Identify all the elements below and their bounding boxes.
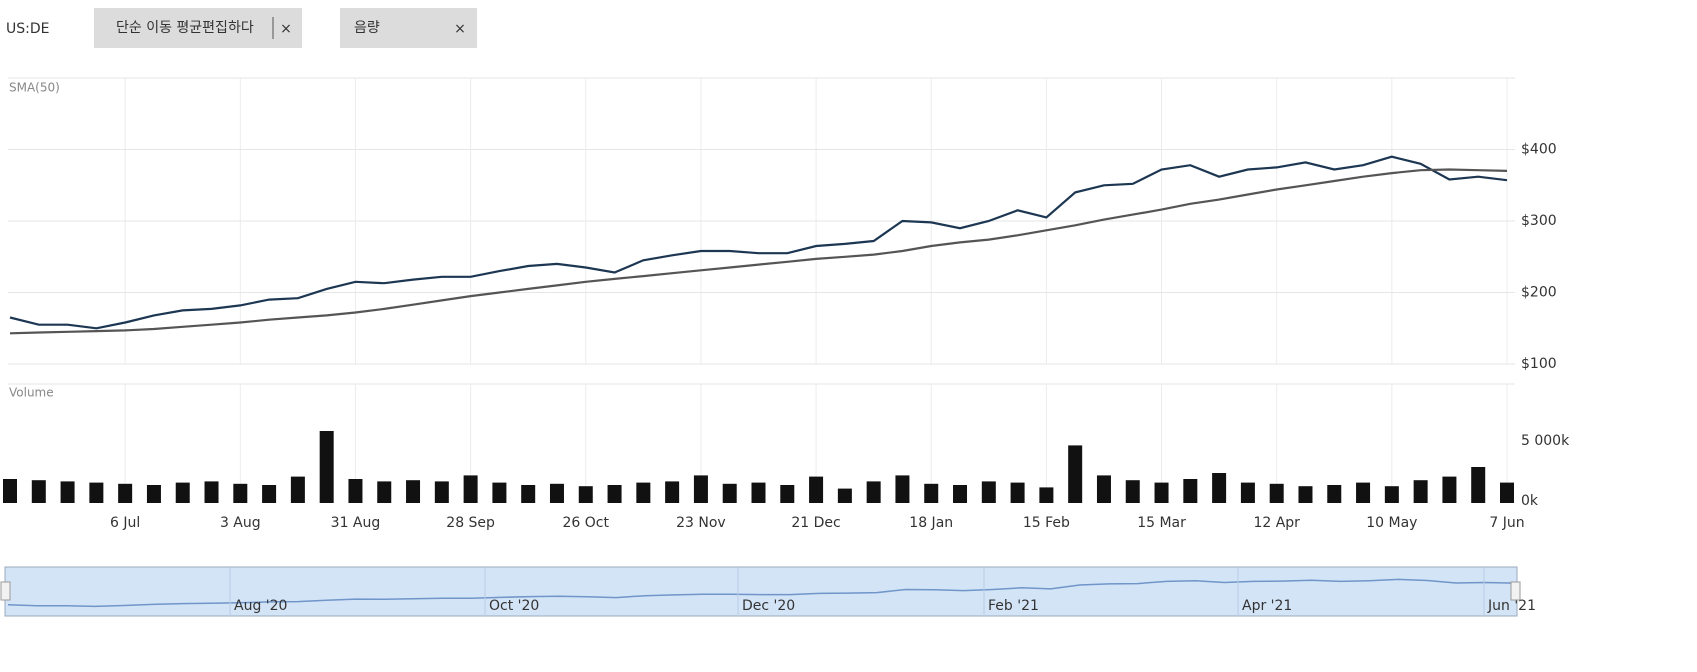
x-tick-label: 26 Oct (563, 515, 610, 531)
x-tick-label: 7 Jun (1489, 515, 1524, 531)
volume-bar (3, 479, 17, 503)
volume-bar (521, 485, 536, 503)
chip[interactable] (94, 8, 302, 48)
x-tick-label: 21 Dec (791, 515, 840, 531)
volume-bar (981, 481, 996, 503)
volume-bar (434, 481, 449, 503)
x-tick-label: 15 Feb (1023, 515, 1070, 531)
volume-bar (924, 483, 939, 503)
volume-bar (290, 476, 305, 503)
volume-bar (578, 486, 593, 503)
navigator-label: Oct '20 (489, 598, 539, 614)
volume-bar (636, 482, 651, 503)
volume-bar (1183, 479, 1198, 503)
y-tick-label: 5 000k (1521, 433, 1570, 449)
volume-bar (1269, 483, 1284, 503)
volume-bar (1500, 482, 1514, 503)
x-tick-label: 6 Jul (110, 515, 140, 531)
y-tick-label: $400 (1521, 142, 1557, 158)
chip-close[interactable]: × (280, 21, 292, 37)
volume-bar (607, 485, 622, 503)
volume-bar (1125, 480, 1140, 503)
volume-bar (1298, 486, 1313, 503)
price-line (9, 155, 1508, 330)
volume-bar (1010, 482, 1025, 503)
volume-bar (895, 475, 910, 503)
sma-line (9, 168, 1508, 335)
chip-label[interactable]: 음량 (354, 20, 380, 36)
navigator-handle[interactable] (1510, 581, 1521, 601)
volume-bar (118, 483, 133, 503)
volume-bar (89, 482, 104, 503)
volume-bar (31, 480, 46, 503)
volume-bar (1068, 445, 1083, 503)
volume-bar (1212, 473, 1227, 503)
volume-bar (693, 475, 708, 503)
volume-bar (866, 481, 881, 503)
volume-bar (463, 475, 478, 503)
navigator-line (7, 578, 1515, 608)
x-tick-label: 3 Aug (220, 515, 261, 531)
volume-bar (175, 482, 190, 503)
volume-bar (1327, 485, 1342, 503)
volume-bar (1442, 476, 1457, 503)
x-tick-label: 23 Nov (676, 515, 726, 531)
x-tick-label: 12 Apr (1253, 515, 1300, 531)
volume-bar (1240, 482, 1255, 503)
volume-bar (406, 480, 421, 503)
x-tick-label: 18 Jan (909, 515, 953, 531)
volume-bar (1356, 482, 1371, 503)
volume-bar (492, 482, 507, 503)
volume-bar (1471, 467, 1486, 503)
panel-title: Volume (9, 386, 54, 400)
volume-bar (1154, 482, 1169, 503)
volume-bar (146, 485, 161, 503)
volume-bar (348, 479, 363, 503)
x-tick-label: 15 Mar (1137, 515, 1186, 531)
volume-bar (722, 483, 737, 503)
volume-bar (1039, 487, 1054, 503)
volume-bar (751, 482, 766, 503)
volume-bar (780, 485, 795, 503)
navigator-label: Jun '21 (1487, 598, 1536, 614)
y-tick-label: $100 (1521, 356, 1557, 372)
volume-bar (262, 485, 277, 503)
volume-bar (809, 476, 824, 503)
series-label: SMA(50) (9, 81, 60, 95)
chip-label[interactable]: 단순 이동 평균편집하다 (116, 20, 254, 36)
x-tick-label: 28 Sep (446, 515, 495, 531)
navigator-handle[interactable] (0, 581, 11, 601)
volume-bar (953, 485, 968, 503)
volume-bar (1413, 480, 1428, 503)
volume-bar (1096, 475, 1111, 503)
volume-bar (60, 481, 75, 503)
navigator-label: Apr '21 (1242, 598, 1292, 614)
x-tick-label: 10 May (1366, 515, 1417, 531)
volume-bar (319, 431, 334, 503)
volume-bar (1384, 486, 1399, 503)
chip[interactable] (340, 8, 477, 48)
symbol: US:DE (6, 21, 49, 37)
navigator-label: Dec '20 (742, 598, 795, 614)
y-tick-label: $300 (1521, 213, 1557, 229)
volume-bar (204, 481, 219, 503)
chip-close[interactable]: × (454, 21, 466, 37)
volume-bar (377, 481, 392, 503)
volume-bar (837, 488, 852, 503)
y-tick-label: 0k (1521, 493, 1539, 509)
x-tick-label: 31 Aug (331, 515, 381, 531)
navigator-label: Aug '20 (234, 598, 287, 614)
navigator-label: Feb '21 (988, 598, 1039, 614)
volume-bar (233, 483, 248, 503)
volume-bar (549, 483, 564, 503)
volume-bar (665, 481, 680, 503)
y-tick-label: $200 (1521, 285, 1557, 301)
